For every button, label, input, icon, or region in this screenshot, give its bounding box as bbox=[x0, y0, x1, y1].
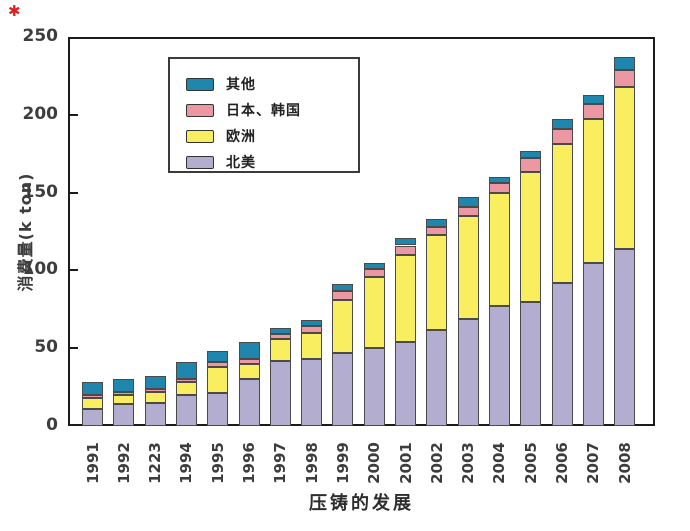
bar-segment bbox=[426, 219, 448, 227]
bar-segment bbox=[395, 341, 416, 426]
y-tick-mark bbox=[70, 347, 78, 350]
bar-segment bbox=[457, 206, 479, 216]
legend-label: 其他 bbox=[226, 77, 256, 93]
x-axis-title: 压铸的发展 bbox=[309, 493, 414, 514]
bar-segment bbox=[269, 334, 291, 339]
bar-segment bbox=[175, 379, 197, 383]
bar-segment bbox=[426, 234, 448, 330]
bar-segment bbox=[144, 388, 166, 392]
bar-segment bbox=[113, 394, 135, 405]
bar-segment bbox=[551, 119, 573, 129]
legend-item: 其他 bbox=[186, 71, 358, 97]
bar-segment bbox=[332, 352, 354, 426]
bar-segment bbox=[363, 268, 385, 277]
bar-segment bbox=[207, 351, 229, 363]
legend-swatch bbox=[186, 129, 214, 143]
bar-segment bbox=[426, 226, 448, 235]
y-tick-label: 50 bbox=[34, 337, 58, 358]
bar-segment bbox=[488, 183, 510, 193]
legend-item: 日本、韩国 bbox=[186, 97, 358, 123]
bar-segment bbox=[363, 348, 385, 426]
bar-segment bbox=[113, 404, 135, 426]
bar-segment bbox=[144, 376, 166, 389]
bar-segment bbox=[175, 382, 197, 395]
bar-segment bbox=[207, 393, 229, 426]
bar-segment bbox=[269, 360, 291, 426]
bar-segment bbox=[144, 391, 166, 403]
bar-segment bbox=[520, 158, 542, 173]
bar-segment bbox=[395, 254, 416, 342]
bar-segment bbox=[457, 215, 479, 319]
bar-segment bbox=[207, 362, 229, 367]
y-tick-label: 250 bbox=[22, 26, 59, 46]
legend-label: 日本、韩国 bbox=[226, 103, 301, 119]
bar-segment bbox=[238, 379, 260, 426]
bar-segment bbox=[332, 299, 354, 353]
bar-segment bbox=[113, 391, 135, 395]
bar-segment bbox=[582, 119, 604, 263]
x-tick-label: 2008 bbox=[615, 442, 634, 484]
bar-segment bbox=[238, 359, 260, 364]
bar-segment bbox=[82, 394, 103, 398]
bar-segment bbox=[113, 379, 135, 392]
bar-segment bbox=[520, 301, 542, 426]
bar-segment bbox=[582, 103, 604, 120]
legend-item: 北美 bbox=[186, 149, 358, 175]
bar-segment bbox=[332, 290, 354, 300]
bar-segment bbox=[363, 276, 385, 349]
bar-segment bbox=[582, 262, 604, 426]
legend: 其他日本、韩国欧洲北美 bbox=[168, 57, 360, 173]
y-tick-label: 100 bbox=[22, 259, 59, 280]
bar-segment bbox=[395, 237, 416, 246]
y-tick-label: 0 bbox=[46, 415, 58, 435]
bar-segment bbox=[395, 245, 416, 255]
bar-segment bbox=[457, 197, 479, 207]
bar-segment bbox=[238, 363, 260, 380]
bar-segment bbox=[301, 320, 323, 327]
legend-swatch bbox=[186, 103, 214, 117]
bar-segment bbox=[614, 57, 636, 70]
bar-segment bbox=[426, 329, 448, 426]
y-tick-mark bbox=[70, 113, 78, 116]
bar-segment bbox=[301, 326, 323, 333]
y-tick-label: 200 bbox=[22, 103, 59, 124]
bar-segment bbox=[520, 150, 542, 159]
bar-segment bbox=[175, 362, 197, 380]
legend-label: 北美 bbox=[226, 155, 256, 171]
watermark-star-icon: ✱ bbox=[8, 2, 21, 20]
bar-segment bbox=[582, 94, 604, 104]
bar-segment bbox=[301, 359, 323, 426]
y-tick-mark bbox=[70, 269, 78, 272]
bar-segment bbox=[363, 262, 385, 269]
legend-item: 欧洲 bbox=[186, 123, 358, 149]
bar-segment bbox=[269, 338, 291, 361]
bar-segment bbox=[82, 397, 103, 409]
legend-swatch bbox=[186, 155, 214, 169]
legend-label: 欧洲 bbox=[226, 129, 256, 145]
bar-segment bbox=[269, 327, 291, 335]
bar-segment bbox=[520, 172, 542, 302]
bar-segment bbox=[488, 306, 510, 426]
bar-segment bbox=[175, 394, 197, 426]
bar-segment bbox=[614, 69, 636, 87]
bar-segment bbox=[614, 248, 636, 426]
bar-segment bbox=[82, 382, 103, 395]
legend-swatch bbox=[186, 77, 214, 91]
bar-segment bbox=[144, 402, 166, 426]
bar-segment bbox=[488, 192, 510, 307]
bar-segment bbox=[551, 282, 573, 426]
bar-segment bbox=[238, 341, 260, 360]
bar-segment bbox=[301, 332, 323, 360]
bar-segment bbox=[614, 86, 636, 249]
bar-segment bbox=[82, 408, 103, 426]
y-tick-label: 150 bbox=[22, 181, 59, 202]
bar-segment bbox=[551, 144, 573, 283]
bar-segment bbox=[332, 284, 354, 291]
bar-segment bbox=[551, 128, 573, 145]
bar-segment bbox=[488, 177, 510, 184]
bar-segment bbox=[457, 318, 479, 426]
bar-segment bbox=[207, 366, 229, 394]
y-tick-mark bbox=[70, 191, 78, 194]
